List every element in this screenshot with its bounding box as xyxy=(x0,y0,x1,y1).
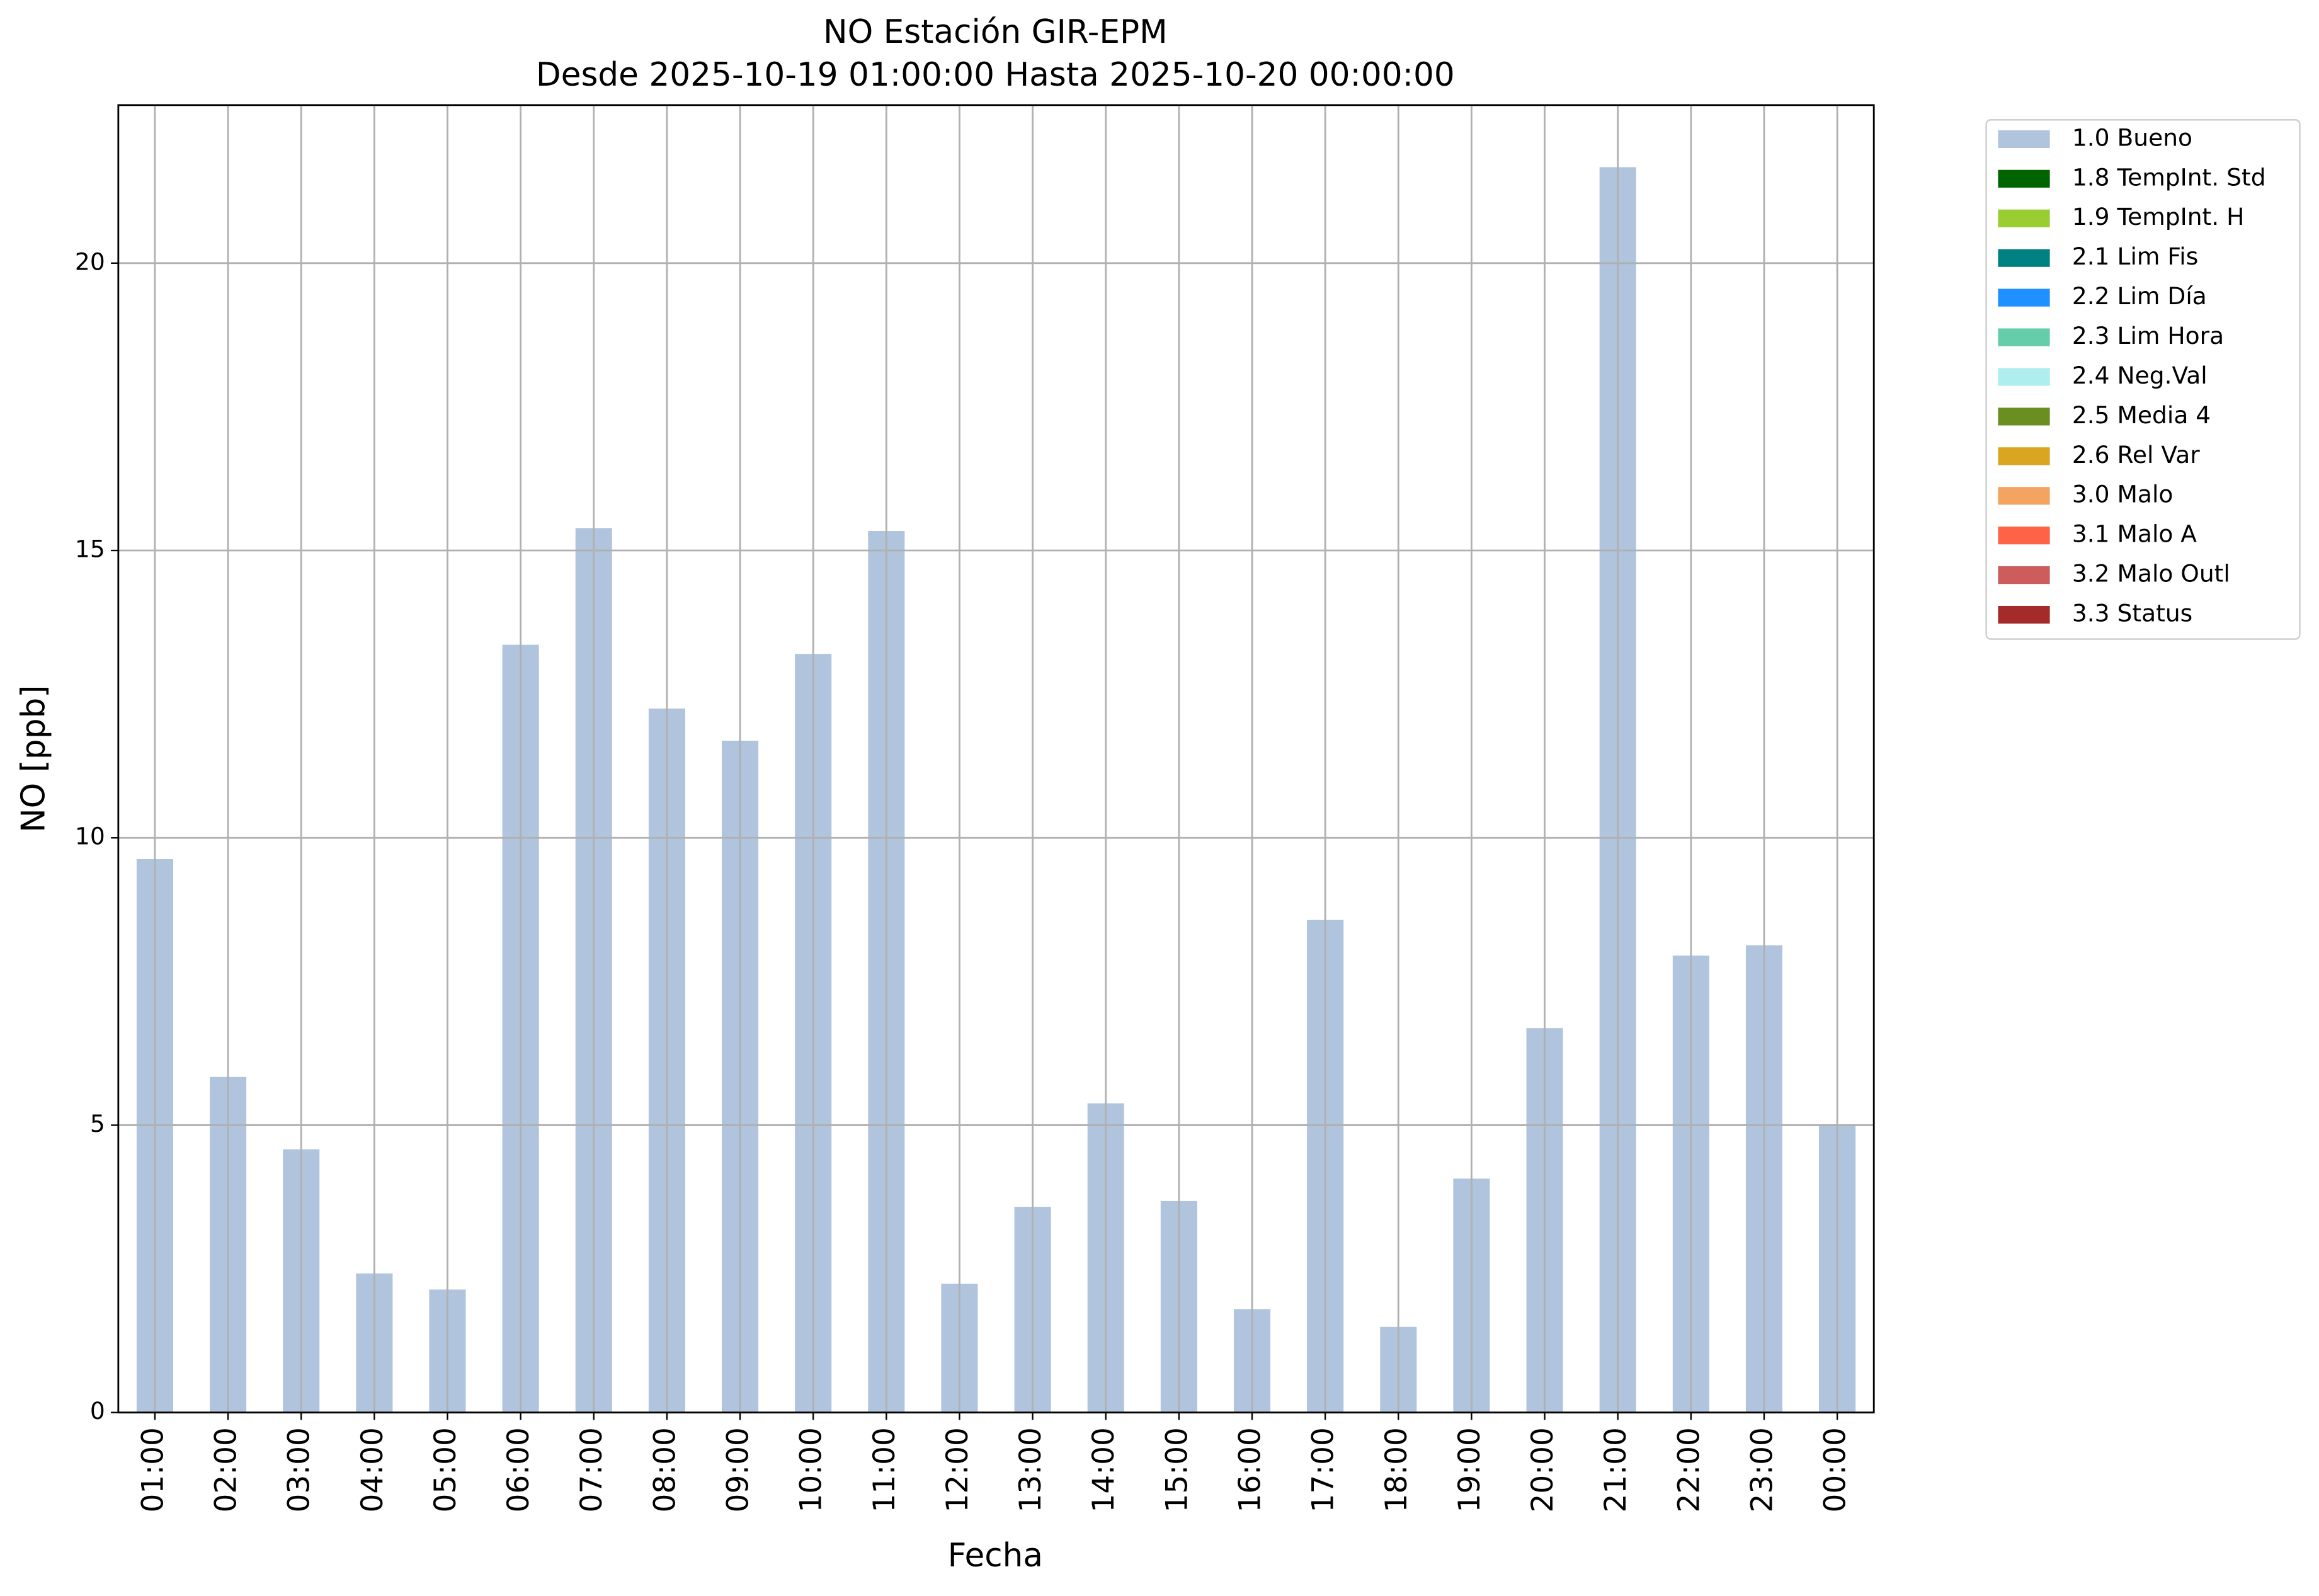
x-tick-label: 22:00 xyxy=(1672,1427,1706,1512)
legend-swatch xyxy=(1998,487,2050,505)
y-axis-label: NO [ppb] xyxy=(14,685,52,833)
x-tick-label: 09:00 xyxy=(721,1427,756,1512)
legend-label: 2.4 Neg.Val xyxy=(2072,362,2208,389)
x-tick-label: 13:00 xyxy=(1013,1427,1048,1512)
x-tick-label: 01:00 xyxy=(135,1427,170,1512)
legend-swatch xyxy=(1998,249,2050,267)
legend-label: 3.3 Status xyxy=(2072,600,2192,627)
y-tick-label: 20 xyxy=(75,248,105,275)
legend-swatch xyxy=(1998,169,2050,188)
legend-label: 1.9 TempInt. H xyxy=(2072,203,2245,231)
x-tick-label: 08:00 xyxy=(647,1427,682,1512)
x-tick-label: 06:00 xyxy=(501,1427,536,1512)
x-tick-label: 19:00 xyxy=(1452,1427,1487,1512)
legend-swatch xyxy=(1998,328,2050,346)
x-tick-label: 11:00 xyxy=(867,1427,902,1512)
chart-title: NO Estación GIR-EPM xyxy=(823,13,1168,51)
legend-label: 3.2 Malo Outl xyxy=(2072,560,2230,588)
y-tick-label: 5 xyxy=(90,1110,105,1137)
plot-frame xyxy=(117,104,1875,1414)
y-tick-label: 15 xyxy=(75,535,105,563)
legend-swatch xyxy=(1998,130,2050,148)
x-tick-label: 07:00 xyxy=(574,1427,609,1512)
x-tick-label: 15:00 xyxy=(1160,1427,1194,1512)
legend-swatch xyxy=(1998,447,2050,465)
x-tick-label: 12:00 xyxy=(940,1427,975,1512)
legend-label: 2.1 Lim Fis xyxy=(2072,242,2198,270)
x-tick-label: 03:00 xyxy=(282,1427,317,1512)
x-tick-label: 16:00 xyxy=(1233,1427,1268,1512)
legend-swatch xyxy=(1998,288,2050,307)
legend-label: 3.1 Malo A xyxy=(2072,520,2197,548)
x-tick-label: 14:00 xyxy=(1086,1427,1121,1512)
legend-label: 2.3 Lim Hora xyxy=(2072,322,2224,350)
legend-label: 3.0 Malo xyxy=(2072,481,2174,508)
x-axis-label: Fecha xyxy=(948,1537,1043,1575)
legend-label: 1.0 Bueno xyxy=(2072,123,2192,151)
legend-swatch xyxy=(1998,209,2050,227)
x-tick-label: 20:00 xyxy=(1525,1427,1560,1512)
x-tick-label: 17:00 xyxy=(1306,1427,1341,1512)
x-tick-label: 02:00 xyxy=(209,1427,244,1512)
x-tick-label: 21:00 xyxy=(1598,1427,1633,1512)
legend-swatch xyxy=(1998,605,2050,624)
legend-swatch xyxy=(1998,368,2050,386)
y-tick-label: 10 xyxy=(75,823,105,850)
x-tick-label: 04:00 xyxy=(355,1427,390,1512)
x-tick-label: 18:00 xyxy=(1379,1427,1414,1512)
legend-swatch xyxy=(1998,527,2050,545)
legend-box xyxy=(1985,119,2301,640)
legend-swatch xyxy=(1998,566,2050,584)
legend-label: 2.6 Rel Var xyxy=(2072,441,2200,469)
legend-label: 2.2 Lim Día xyxy=(2072,282,2207,310)
legend-label: 2.5 Media 4 xyxy=(2072,401,2211,429)
x-tick-label: 00:00 xyxy=(1818,1427,1853,1512)
legend-swatch xyxy=(1998,408,2050,426)
legend-label: 1.8 TempInt. Std xyxy=(2072,163,2266,191)
x-tick-label: 10:00 xyxy=(794,1427,829,1512)
y-tick-label: 0 xyxy=(90,1397,105,1425)
x-tick-label: 05:00 xyxy=(428,1427,463,1512)
chart-subtitle: Desde 2025-10-19 01:00:00 Hasta 2025-10-… xyxy=(536,56,1455,94)
x-tick-label: 23:00 xyxy=(1745,1427,1779,1512)
